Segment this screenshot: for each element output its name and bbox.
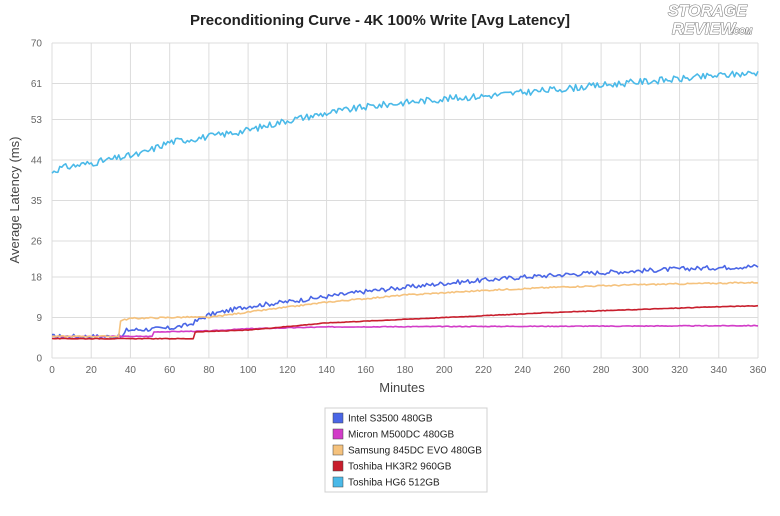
y-tick-label: 53	[31, 115, 43, 126]
series-line-3	[51, 304, 759, 340]
x-tick-label: 160	[357, 365, 374, 376]
svg-text:.COM: .COM	[731, 27, 752, 36]
legend-label: Samsung 845DC EVO 480GB	[348, 446, 482, 457]
series-lines	[51, 70, 759, 340]
legend: Intel S3500 480GB Micron M500DC 480GB Sams…	[324, 407, 488, 493]
x-tick-label: 280	[593, 365, 610, 376]
y-tick-label: 18	[31, 273, 43, 284]
y-axis-label: Average Latency (ms)	[7, 137, 22, 264]
legend-swatch	[332, 460, 344, 472]
x-tick-label: 80	[203, 365, 215, 376]
series-line-2	[51, 281, 759, 338]
x-tick-label: 20	[86, 365, 98, 376]
legend-label: Toshiba HG6 512GB	[348, 478, 440, 489]
storagereview-logo: STORAGE REVIEW .COM	[667, 2, 752, 38]
x-tick-label: 100	[240, 365, 257, 376]
x-tick-label: 140	[318, 365, 335, 376]
x-tick-label: 260	[554, 365, 571, 376]
x-axis-ticks: 0 20 40 60 80 100 120 140 160 180 200 220 240 260 280 3…	[49, 365, 767, 376]
x-axis-label: Minutes	[379, 380, 425, 395]
y-tick-label: 61	[31, 79, 43, 90]
legend-label: Toshiba HK3R2 960GB	[348, 462, 452, 473]
series-line-1	[51, 324, 759, 338]
legend-box	[324, 407, 488, 493]
legend-swatch	[332, 428, 344, 440]
plot-grid	[51, 42, 759, 359]
y-tick-label: 26	[31, 237, 43, 248]
svg-text:REVIEW: REVIEW	[672, 21, 737, 38]
x-tick-label: 40	[125, 365, 137, 376]
svg-text:STORAGE: STORAGE	[668, 3, 748, 20]
legend-label: Micron M500DC 480GB	[348, 430, 454, 441]
x-tick-label: 240	[514, 365, 531, 376]
x-tick-label: 60	[164, 365, 176, 376]
legend-swatch	[332, 412, 344, 424]
x-tick-label: 0	[49, 365, 55, 376]
x-tick-label: 360	[750, 365, 767, 376]
x-tick-label: 300	[632, 365, 649, 376]
series-line-0	[51, 264, 759, 340]
chart-title: Preconditioning Curve - 4K 100% Write [A…	[190, 12, 570, 29]
x-tick-label: 340	[710, 365, 727, 376]
x-tick-label: 220	[475, 365, 492, 376]
y-tick-label: 0	[36, 354, 42, 365]
y-tick-label: 9	[36, 313, 42, 324]
series-line-4	[51, 70, 759, 174]
x-tick-label: 180	[397, 365, 414, 376]
y-tick-label: 70	[31, 39, 43, 50]
y-tick-label: 35	[31, 196, 43, 207]
x-tick-label: 320	[671, 365, 688, 376]
x-tick-label: 200	[436, 365, 453, 376]
y-axis-ticks: 0 9 18 26 35 44 53 61 70	[31, 39, 43, 365]
x-tick-label: 120	[279, 365, 296, 376]
legend-label: Intel S3500 480GB	[348, 414, 433, 425]
y-tick-label: 44	[31, 156, 43, 167]
legend-swatch	[332, 444, 344, 456]
legend-swatch	[332, 476, 344, 488]
